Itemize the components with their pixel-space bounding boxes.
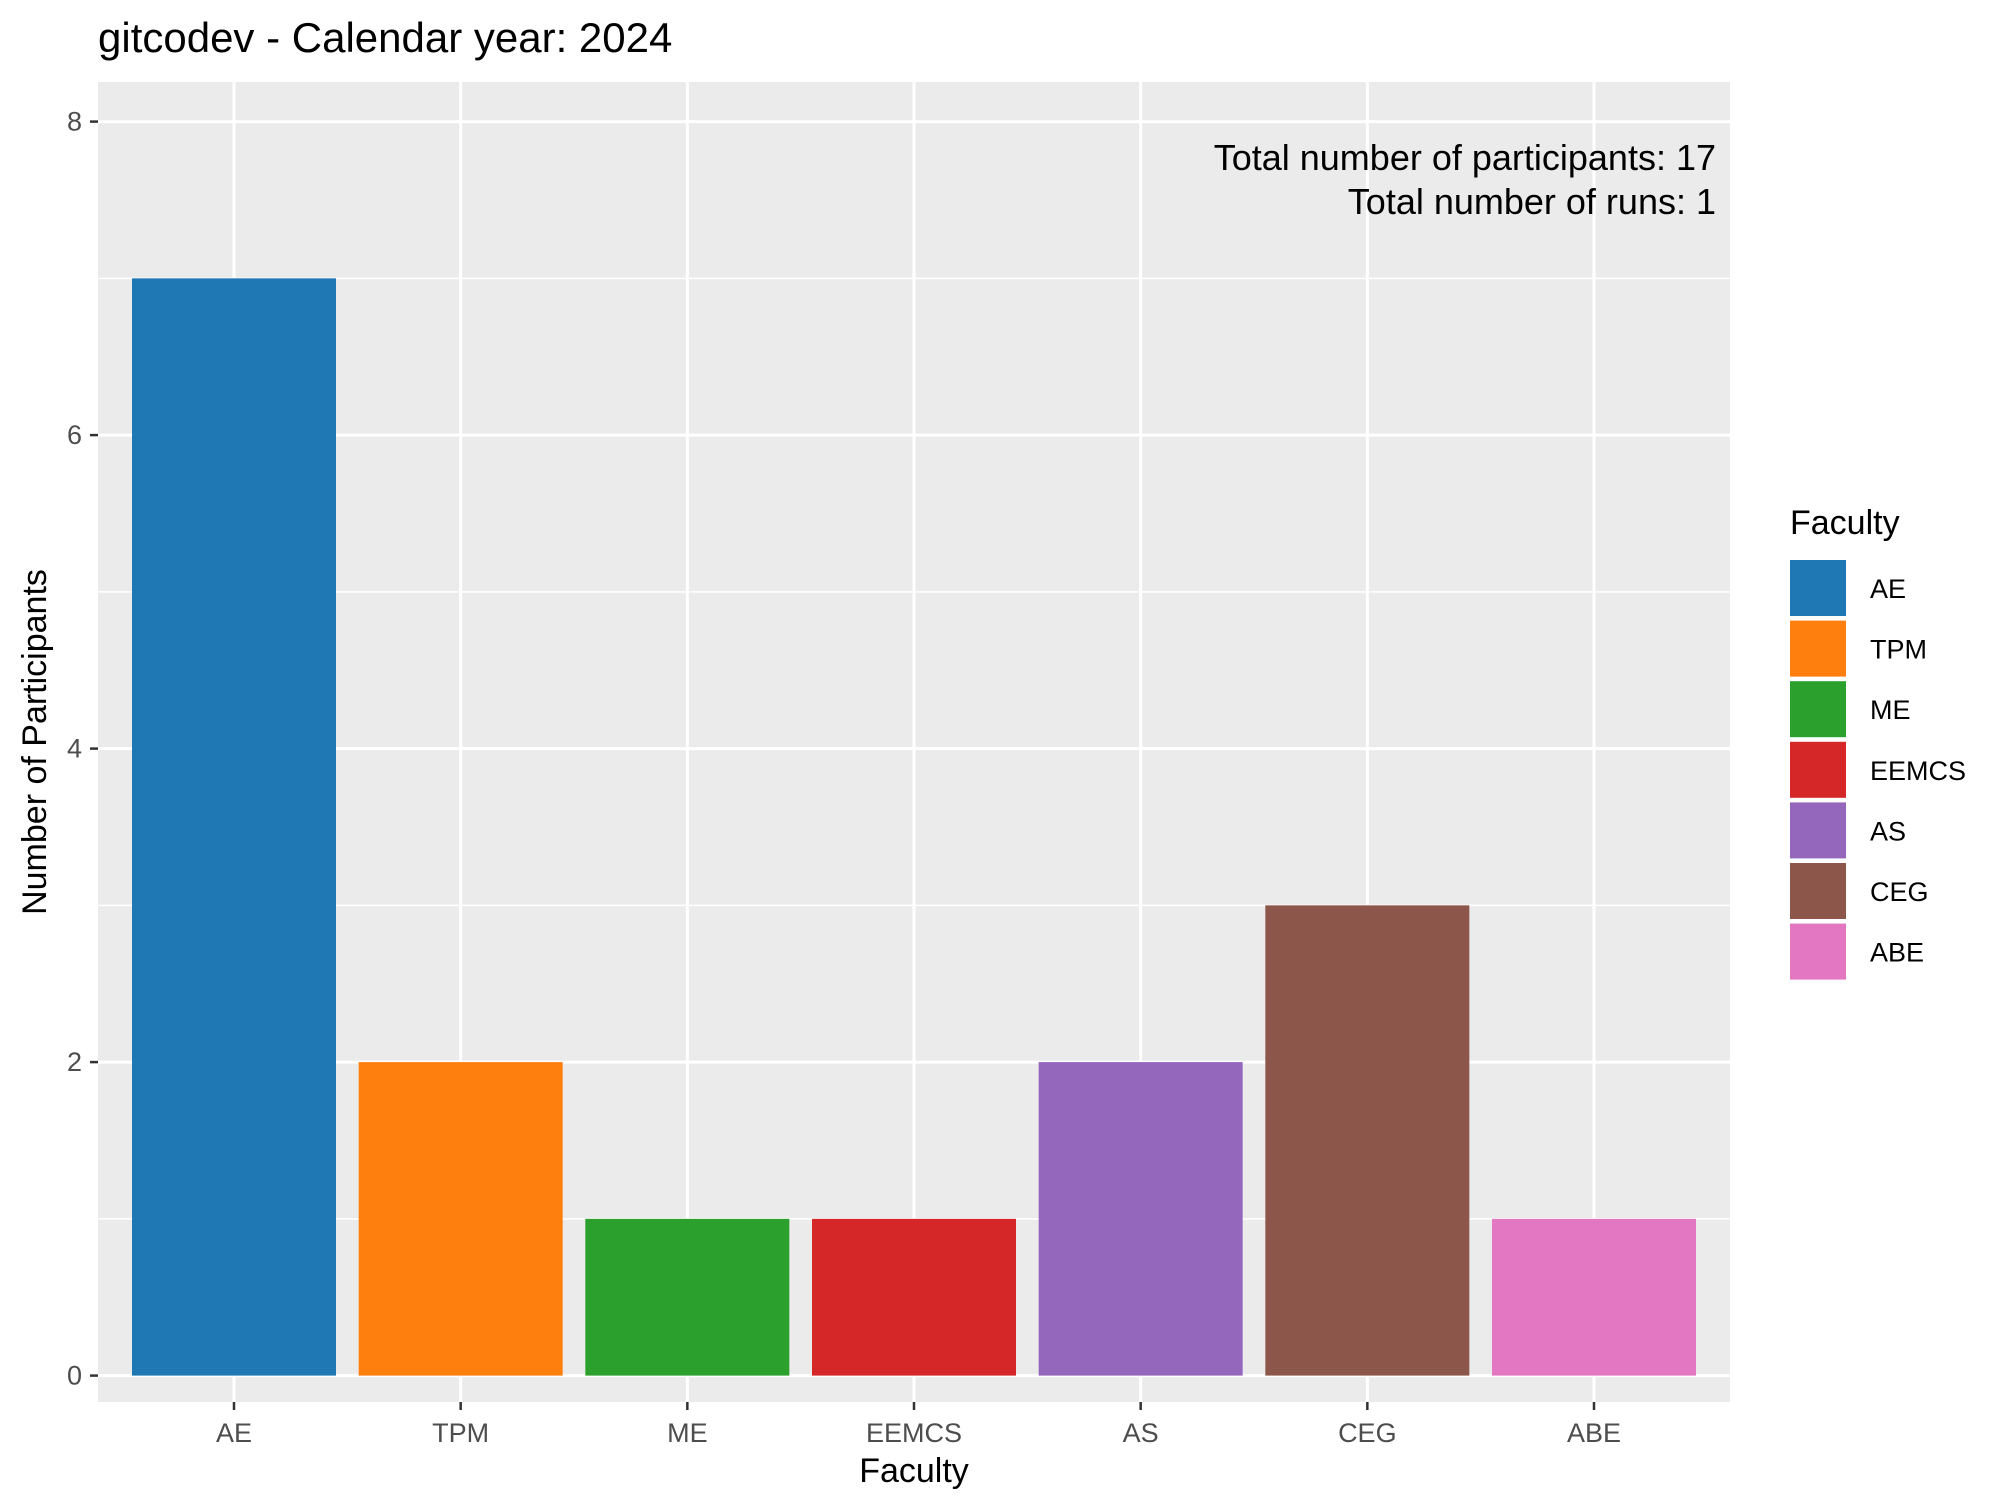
legend-key-as [1790, 802, 1846, 859]
bar-abe [1492, 1218, 1696, 1376]
y-tick-label: 2 [67, 1047, 82, 1077]
annotation-runs: Total number of runs: 1 [1348, 181, 1716, 222]
legend-label-ceg: CEG [1870, 877, 1929, 907]
bar-eemcs [812, 1218, 1016, 1376]
legend-key-tpm [1790, 620, 1846, 677]
x-tick-label: ABE [1567, 1418, 1621, 1448]
legend-label-tpm: TPM [1870, 635, 1927, 665]
legend-key-eemcs [1790, 741, 1846, 798]
y-tick-label: 6 [67, 420, 82, 450]
bar-as [1038, 1062, 1243, 1376]
bar-me [585, 1218, 790, 1376]
bar-ceg [1265, 905, 1470, 1376]
x-axis: AE TPM ME EEMCS AS CEG ABE [216, 1402, 1621, 1448]
legend-key-ae [1790, 560, 1846, 616]
legend-label-ae: AE [1870, 574, 1906, 604]
legend-label-eemcs: EEMCS [1870, 756, 1966, 786]
bar-ae [132, 278, 336, 1376]
x-tick-label: TPM [432, 1418, 489, 1448]
annotation-participants: Total number of participants: 17 [1214, 137, 1716, 178]
y-tick-label: 8 [67, 107, 82, 137]
x-tick-label: ME [667, 1418, 708, 1448]
y-axis-title: Number of Participants [16, 569, 54, 915]
chart-title: gitcodev - Calendar year: 2024 [98, 14, 672, 61]
legend-key-me [1790, 681, 1846, 738]
y-tick-label: 4 [67, 734, 82, 764]
legend: Faculty AE TPM ME EEMCS AS CEG ABE [1790, 504, 1966, 980]
y-tick-label: 0 [67, 1361, 82, 1391]
legend-label-abe: ABE [1870, 938, 1924, 968]
legend-key-ceg [1790, 863, 1846, 919]
bar-tpm [358, 1062, 563, 1376]
y-axis: 0 2 4 6 8 [67, 107, 98, 1391]
x-tick-label: AS [1123, 1418, 1159, 1448]
x-tick-label: EEMCS [866, 1418, 962, 1448]
x-tick-label: AE [216, 1418, 252, 1448]
x-tick-label: CEG [1338, 1418, 1397, 1448]
legend-label-me: ME [1870, 695, 1911, 725]
legend-label-as: AS [1870, 816, 1906, 846]
legend-title: Faculty [1790, 504, 1900, 542]
bars [132, 278, 1696, 1376]
legend-key-abe [1790, 923, 1846, 980]
x-axis-title: Faculty [859, 1452, 969, 1490]
